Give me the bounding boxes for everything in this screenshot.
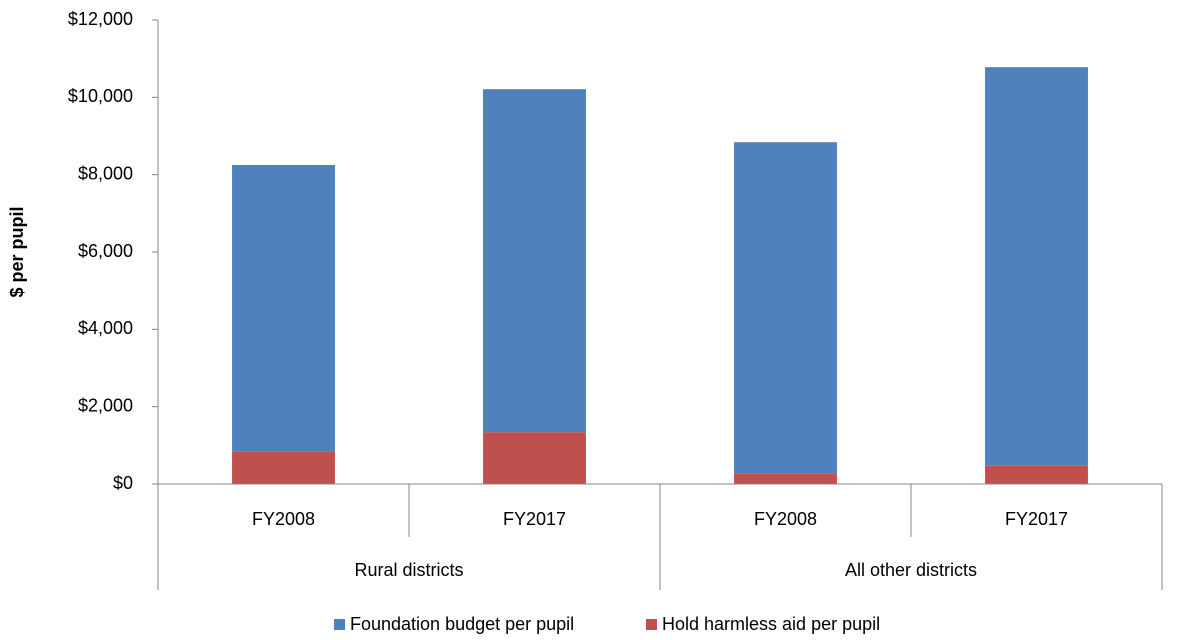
bar-segment [483, 89, 586, 433]
y-tick-label: $8,000 [78, 163, 133, 183]
y-tick-label: $0 [113, 473, 133, 493]
bar-segment [232, 165, 335, 452]
y-tick-label: $6,000 [78, 241, 133, 261]
bar-segment [985, 465, 1088, 484]
legend-swatch [334, 619, 345, 630]
bar-segment [232, 451, 335, 484]
y-tick-label: $12,000 [68, 9, 133, 29]
y-tick-label: $10,000 [68, 86, 133, 106]
bar-segment [734, 473, 837, 484]
group-label: All other districts [845, 560, 977, 580]
bar-segment [985, 67, 1088, 466]
legend-label: Hold harmless aid per pupil [662, 614, 880, 634]
x-tick-label: FY2017 [1005, 509, 1068, 529]
y-tick-label: $4,000 [78, 318, 133, 338]
legend-label: Foundation budget per pupil [350, 614, 574, 634]
legend-swatch [646, 619, 657, 630]
group-label: Rural districts [354, 560, 463, 580]
bar-segment [483, 432, 586, 484]
x-tick-label: FY2017 [503, 509, 566, 529]
y-tick-label: $2,000 [78, 395, 133, 415]
y-axis-title: $ per pupil [7, 206, 27, 297]
bar-segment [734, 142, 837, 474]
x-tick-label: FY2008 [252, 509, 315, 529]
x-tick-label: FY2008 [754, 509, 817, 529]
